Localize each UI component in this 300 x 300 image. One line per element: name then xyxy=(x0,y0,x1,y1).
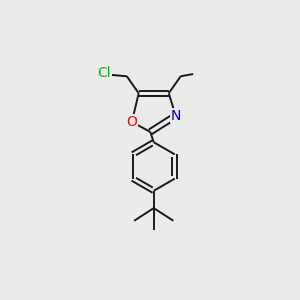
Text: Cl: Cl xyxy=(98,66,111,80)
Text: N: N xyxy=(170,109,181,123)
Text: O: O xyxy=(126,115,137,129)
